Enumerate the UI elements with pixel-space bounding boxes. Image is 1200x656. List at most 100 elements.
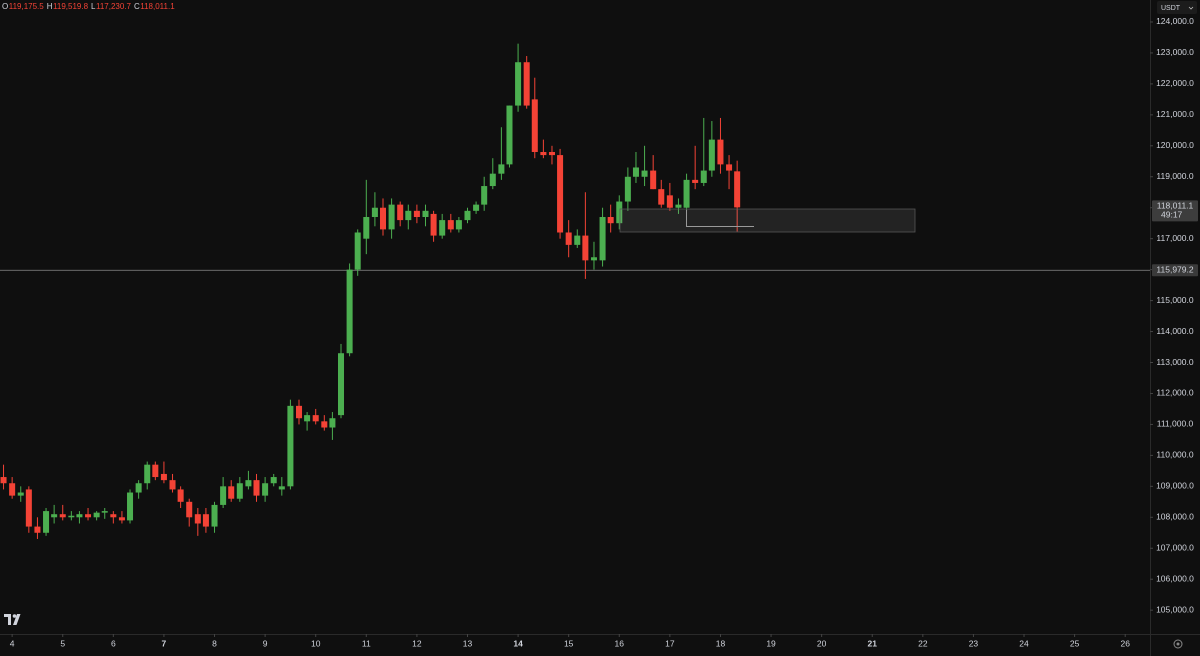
candle-body (422, 210, 429, 218)
candle-body (413, 210, 420, 218)
settings-icon-center (1176, 642, 1180, 646)
ohlc-key: H (47, 2, 53, 11)
dropdown-icon[interactable] (1188, 6, 1194, 10)
candle-body (371, 207, 378, 218)
candle-body (540, 151, 547, 156)
candle-body (616, 201, 623, 224)
candle-body (186, 501, 193, 518)
countdown-label: 49:17 (1161, 210, 1183, 220)
currency-button[interactable] (1157, 1, 1197, 14)
ohlc-key: C (134, 2, 140, 11)
x-tick-label: 26 (1120, 638, 1130, 648)
candle-body (270, 477, 277, 484)
x-tick-label: 18 (716, 638, 726, 648)
candle-body (211, 504, 218, 527)
plot-area (0, 43, 1150, 539)
candle-body (531, 99, 538, 152)
x-tick-label: 16 (615, 638, 625, 648)
candle-body (430, 213, 437, 236)
x-tick-label: 14 (513, 638, 523, 648)
candle-body (523, 62, 530, 106)
candle-body (9, 483, 16, 496)
x-tick-label: 24 (1019, 638, 1029, 648)
y-tick-label: 110,000.0 (1156, 450, 1193, 460)
x-tick-label: 5 (60, 638, 65, 648)
ohlc-value: 119,175.5 (9, 2, 45, 11)
candle-body (405, 210, 412, 221)
candle-body (152, 464, 159, 478)
candle-body (397, 204, 404, 221)
x-tick-label: 13 (463, 638, 473, 648)
candle-body (590, 257, 597, 261)
candle-body (379, 207, 387, 230)
x-tick-label: 9 (263, 638, 268, 648)
candle-body (489, 173, 496, 187)
candle-body (363, 217, 370, 239)
candle-body (675, 204, 682, 208)
candle-body (312, 415, 319, 422)
y-tick-label: 109,000.0 (1156, 481, 1194, 491)
candle-body (245, 480, 252, 487)
range-drawing[interactable] (686, 210, 755, 227)
candle-body (650, 170, 657, 190)
candle-body (717, 139, 724, 165)
candle-body (127, 492, 134, 521)
x-tick-label: 10 (311, 638, 321, 648)
x-tick-label: 4 (10, 638, 15, 648)
candle-body (135, 483, 142, 493)
ohlc-value: 118,011.1 (140, 2, 175, 11)
y-tick-label: 124,000.0 (1156, 16, 1194, 26)
candle-body (726, 164, 733, 171)
x-tick-label: 12 (412, 638, 422, 648)
candle-body (506, 105, 513, 165)
price-line-label-box (1152, 264, 1198, 277)
candle-body (304, 415, 311, 422)
candle-body (34, 526, 41, 533)
x-tick-label: 20 (817, 638, 827, 648)
candle-body (43, 511, 50, 533)
candle-body (76, 514, 83, 518)
y-tick-label: 117,000.0 (1156, 233, 1193, 243)
y-tick-label: 113,000.0 (1156, 357, 1193, 367)
candle-body (582, 235, 589, 261)
candle-body (329, 418, 336, 428)
candle-body (169, 480, 176, 490)
candle-body (177, 489, 184, 502)
y-tick-label: 121,000.0 (1156, 109, 1194, 119)
ohlc-value: 117,230.7 (96, 2, 132, 11)
tradingview-logo[interactable] (4, 614, 21, 625)
price-line-label: 115,979.2 (1156, 265, 1193, 275)
x-tick-label: 22 (918, 638, 928, 648)
x-tick-label: 7 (162, 638, 167, 648)
ohlc-key: O (2, 2, 8, 11)
candle-body (295, 405, 303, 419)
logo-shape (4, 614, 21, 625)
ohlc-key: L (91, 2, 96, 11)
candle-body (641, 170, 648, 177)
y-tick-label: 115,000.0 (1156, 295, 1193, 305)
zone-drawing[interactable] (619, 208, 916, 233)
currency-label[interactable]: USDT (1161, 5, 1181, 12)
x-tick-label: 15 (564, 638, 574, 648)
y-tick-label: 108,000.0 (1156, 512, 1194, 522)
candle-body (624, 176, 631, 202)
candle-body (439, 220, 446, 236)
x-tick-label: 17 (665, 638, 675, 648)
x-tick-label: 11 (362, 638, 371, 648)
candle-body (59, 514, 66, 518)
y-tick-label: 120,000.0 (1156, 140, 1194, 150)
candle-body (144, 464, 151, 484)
candle-body (337, 353, 345, 416)
last-price-box (1152, 200, 1198, 222)
settings-icon[interactable] (1173, 639, 1183, 649)
y-tick-label: 105,000.0 (1156, 604, 1194, 614)
x-tick-label: 19 (766, 638, 776, 648)
candle-body (0, 477, 7, 484)
candle-body (565, 232, 572, 245)
candle-body (202, 514, 209, 527)
x-tick-label: 21 (868, 638, 878, 648)
candle-body (220, 486, 227, 505)
x-tick-label: 8 (212, 638, 217, 648)
